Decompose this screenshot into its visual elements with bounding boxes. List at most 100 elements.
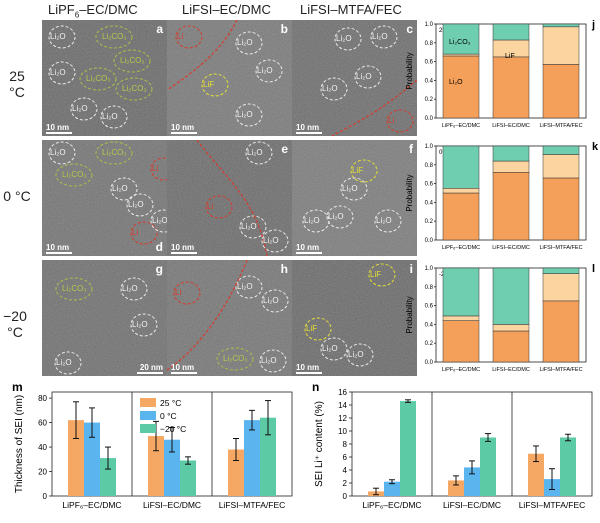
phase-label: Li — [177, 32, 184, 41]
tem-texture — [292, 140, 417, 256]
chart-l-probability-minus20c: 0.00.20.40.60.81.0Probability-20°CLiPF₆–… — [405, 263, 595, 373]
y-axis-label: Probability — [405, 52, 414, 89]
y-tick-label: 6 — [343, 453, 348, 462]
y-axis-label: SEI Li⁺ content (%) — [314, 401, 325, 487]
y-tick-label: 0.4 — [425, 200, 434, 206]
phase-label: Li — [132, 228, 139, 237]
tem-panel-e: Li₂O Li Li₂O Li₂O e 10 nm — [167, 140, 292, 256]
tem-texture — [292, 20, 417, 136]
bar-li2co3 — [492, 267, 530, 325]
phase-label: Li₂O — [342, 184, 358, 193]
phase-label: Li₂O — [261, 356, 277, 365]
bar-li2o — [492, 172, 530, 241]
phase-label: Li₂O — [237, 110, 253, 119]
segment-annotation: Li₂O — [449, 79, 463, 86]
bar-li2o — [442, 55, 480, 119]
y-tick-label: 20 — [38, 468, 47, 477]
scale-bar — [137, 372, 163, 374]
tem-texture — [167, 20, 292, 136]
y-tick-label: 1.0 — [425, 22, 434, 28]
tem-panel-d: Li₂O Li₂CO₃ Li Li₂CO₃ Li₂O Li Li₂O Li₂O d 10 nm — [42, 140, 167, 256]
y-tick-label: 0.0 — [425, 238, 434, 244]
bar-25c — [528, 453, 544, 496]
scale-bar-label: 10 nm — [296, 243, 320, 252]
bar-li2o — [542, 300, 580, 363]
phase-label: Li₂O — [237, 282, 253, 291]
y-tick-label: 16 — [338, 388, 347, 397]
bar-li2co3 — [542, 23, 580, 28]
phase-label: Li₂O — [50, 68, 66, 77]
chart-m-sei-thickness: 0 20 40 60 80 Thickness of SEI (nm) LiPF₆–EC/D… — [12, 382, 293, 510]
x-category-label: LiFSI–EC/DMC — [143, 500, 201, 510]
panel-letter: g — [155, 262, 163, 276]
column-title-3: LiFSI–MTFA/FEC — [300, 2, 402, 17]
phase-label: Li₂O — [50, 32, 66, 41]
y-axis-label: Probability — [405, 174, 414, 211]
bar-minus20c — [100, 458, 116, 496]
tem-panel-b: Li Li₂O Li₂O LiF Li₂O b 10 nm — [167, 20, 292, 136]
phase-label: Li₂O — [128, 200, 144, 209]
phase-label: Li₂O — [112, 184, 128, 193]
scale-bar-label: 10 nm — [46, 243, 70, 252]
bar-25c — [228, 449, 244, 496]
phase-label: LiF — [203, 80, 215, 89]
x-category-label: LiFSI–MTFA/FEC — [219, 500, 286, 510]
panel-letter: h — [280, 262, 288, 276]
chart-k-probability-0c: 0.00.20.40.60.81.0Probability0°CLiPF₆–EC… — [405, 141, 599, 251]
y-tick-label: 10 — [338, 427, 347, 436]
bar-lif — [542, 26, 580, 65]
panel-letter: a — [156, 22, 163, 36]
y-tick-label: 4 — [343, 466, 348, 475]
bar-li2o — [442, 320, 480, 363]
legend-swatch — [140, 398, 156, 407]
phase-label: Li₂O — [372, 32, 388, 41]
y-tick-label: 0.4 — [425, 78, 434, 84]
phase-label: Li — [175, 288, 182, 297]
phase-label: Li₂O — [247, 148, 263, 157]
scale-bar-label: 20 nm — [139, 363, 163, 372]
y-tick-label: 8 — [343, 440, 348, 449]
bar-li2co3 — [442, 23, 480, 55]
tem-panel-a: Li₂O Li₂CO₃ Li₂CO₃ Li₂CO₃ Li₂CO₃ Li₂O Li₂O Li₂O… — [42, 20, 167, 136]
x-category-label: LiFSI–EC/DMC — [492, 123, 530, 129]
panel-letter: i — [409, 262, 413, 276]
segment-annotation: Li₂CO₃ — [449, 39, 471, 46]
bar-lif — [492, 324, 530, 332]
scale-bar-label: 10 nm — [171, 243, 195, 252]
phase-label: Li₂CO₃ — [86, 74, 111, 83]
y-tick-label: 0 — [43, 492, 48, 501]
bar-li2co3 — [542, 267, 580, 274]
bar-lif — [442, 188, 480, 194]
panel-letter: f — [409, 142, 413, 156]
y-tick-label: 14 — [338, 401, 347, 410]
row-temp-0: 0 °C — [3, 188, 31, 204]
bar-25c — [68, 420, 84, 496]
phase-label: Li₂O — [257, 66, 273, 75]
y-tick-label: 0.4 — [425, 322, 434, 328]
y-tick-label: 2 — [343, 479, 348, 488]
panel-letter: c — [406, 22, 413, 36]
legend-label: 0 °C — [160, 411, 177, 421]
x-category-label: LiFSI–EC/DMC — [492, 367, 530, 373]
bar-minus20c — [400, 401, 416, 496]
bar-0c — [84, 422, 100, 496]
phase-label: Li₂CO₃ — [120, 56, 145, 65]
bar-lif — [442, 53, 480, 57]
y-tick-label: 0.2 — [425, 97, 434, 103]
tem-texture — [42, 20, 167, 136]
y-tick-label: 1.0 — [425, 144, 434, 150]
phase-label: Li₂O — [348, 350, 364, 359]
tem-texture — [42, 140, 167, 256]
phase-label: Li — [388, 116, 395, 125]
x-category-label: LiPF₆–EC/DMC — [62, 500, 121, 510]
bar-25c — [448, 480, 464, 496]
y-tick-label: 80 — [38, 394, 47, 403]
panel-letter: l — [592, 263, 595, 275]
bar-li2o — [492, 56, 530, 119]
legend-swatch — [140, 411, 156, 420]
tem-panel-g: Li₂CO₃ Li₂O Li₂O Li₂O g 20 nm — [42, 260, 167, 376]
y-tick-label: 60 — [38, 419, 47, 428]
phase-label: Li₂O — [241, 222, 257, 231]
phase-label: Li₂CO₃ — [223, 354, 248, 363]
x-category-label: LiFSI–MTFA/FEC — [539, 367, 582, 373]
